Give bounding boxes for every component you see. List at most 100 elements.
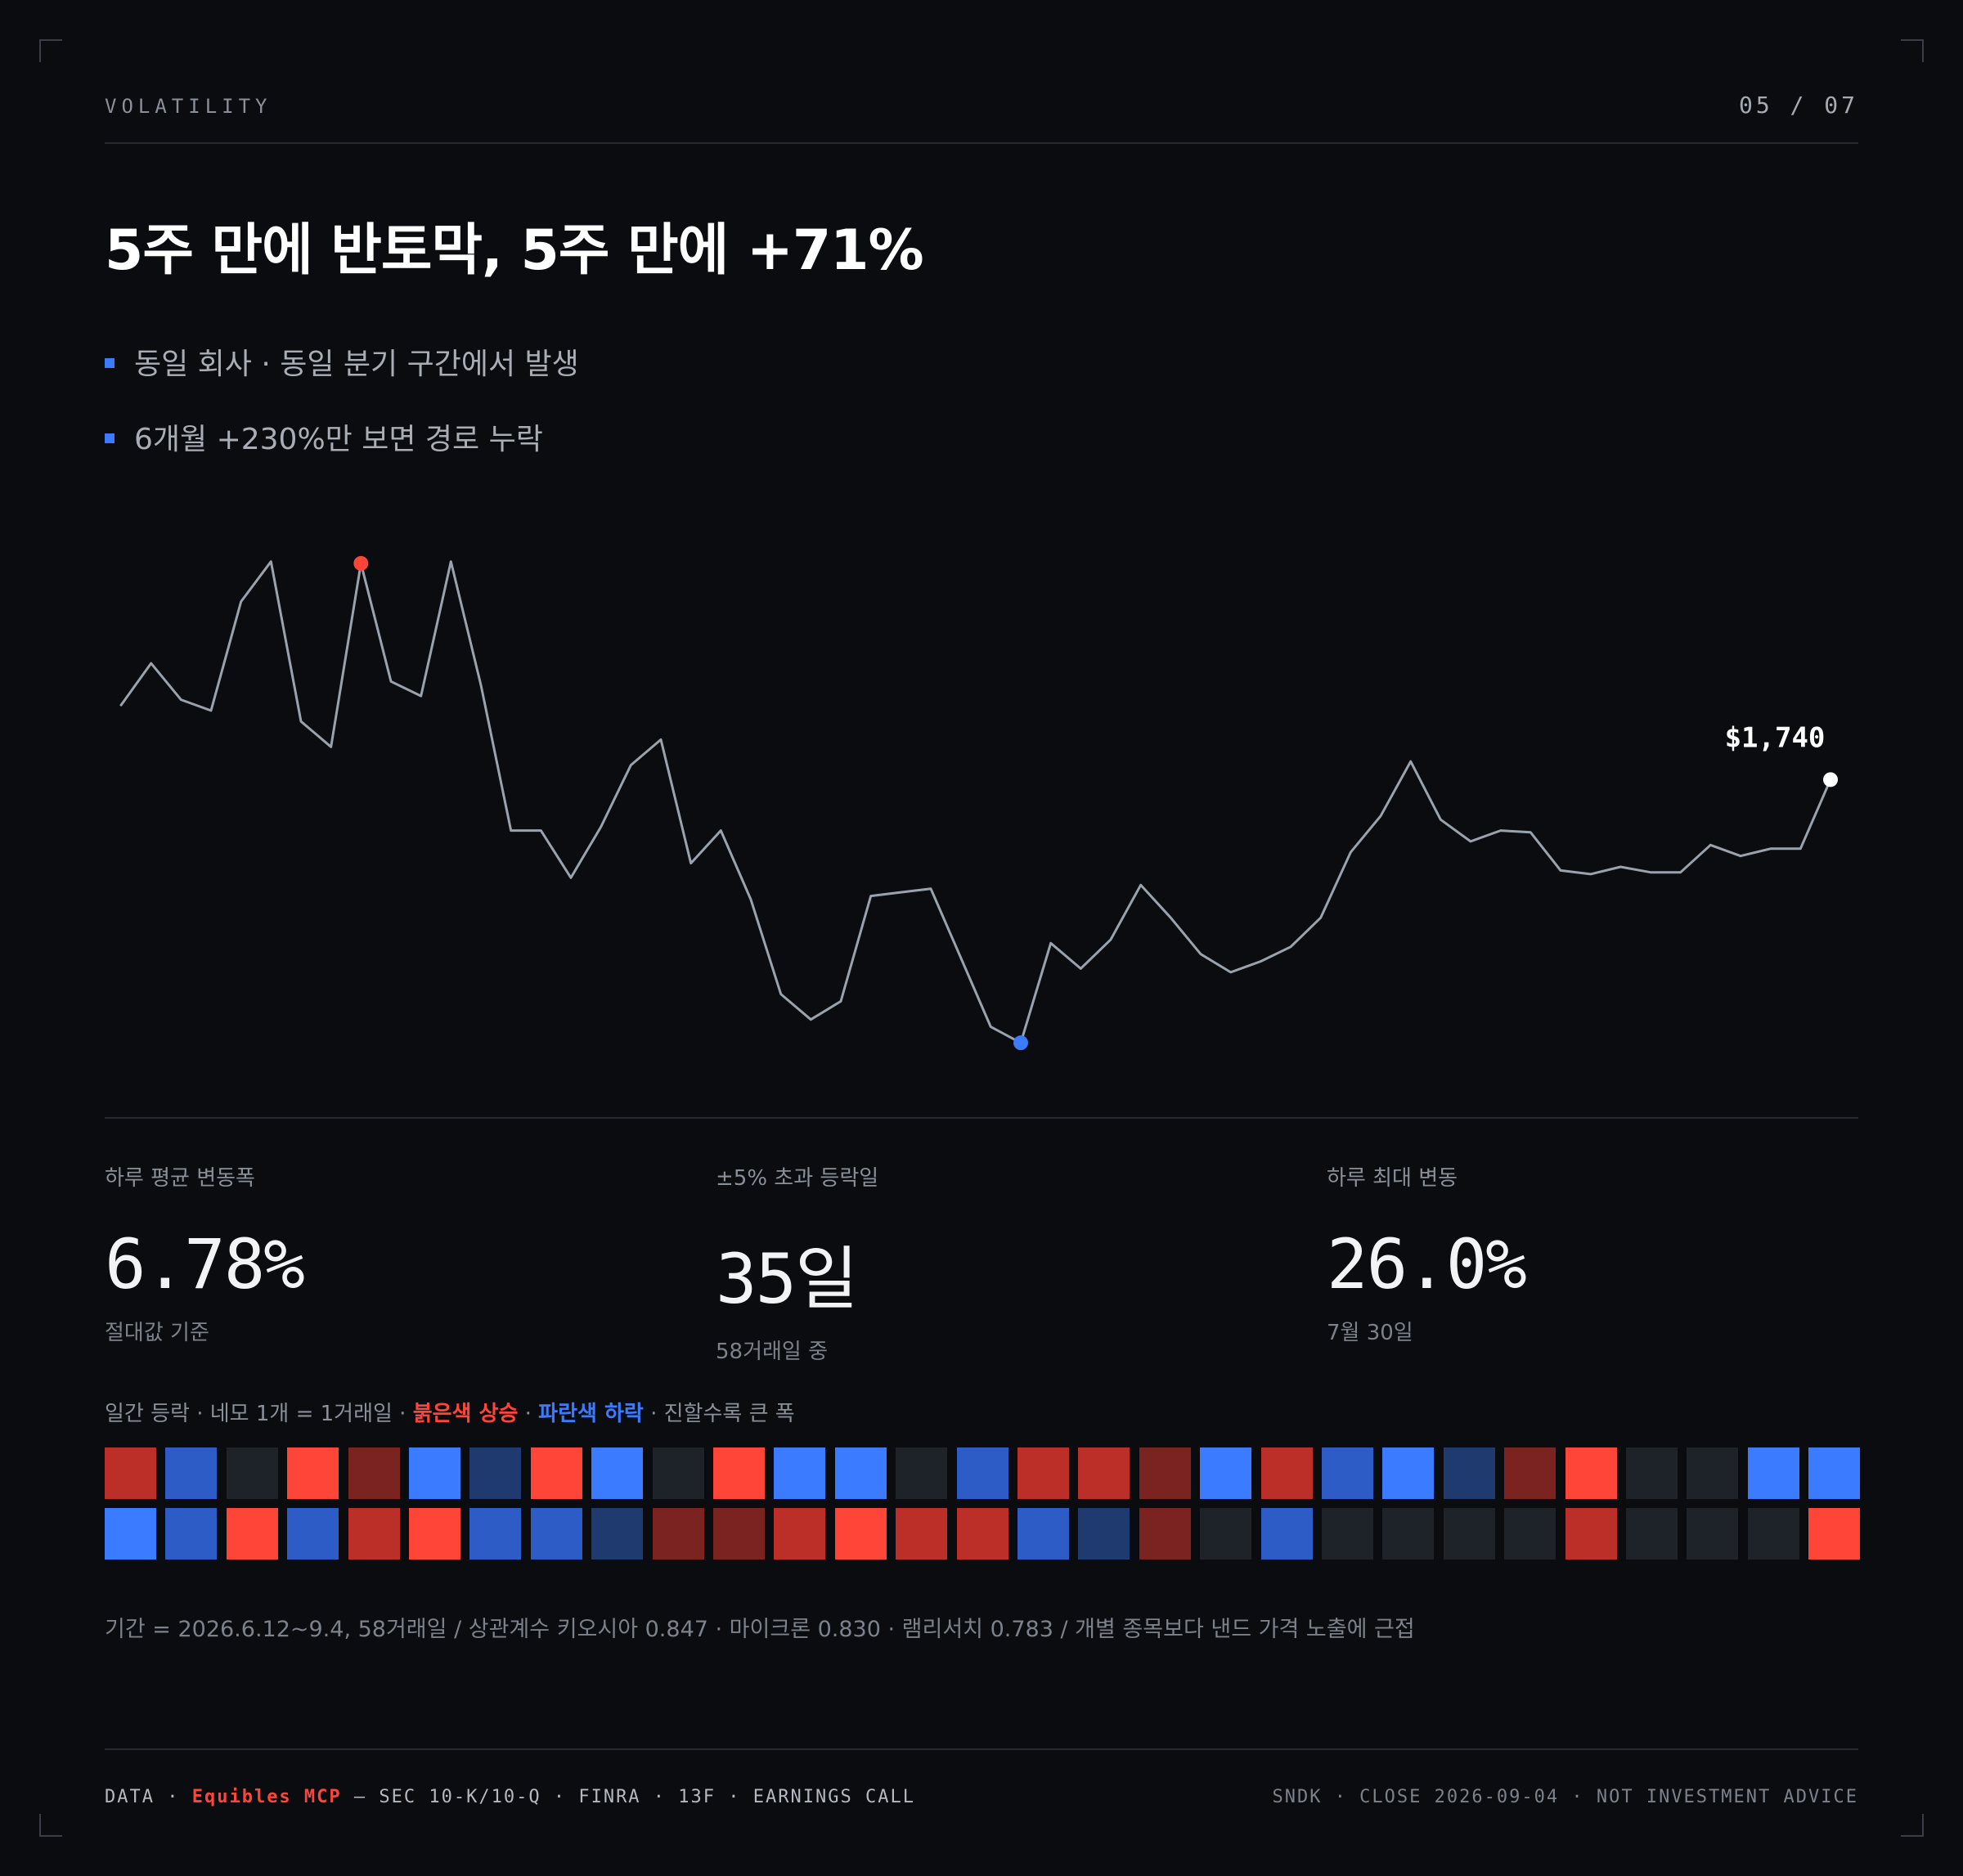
stat-sub: 7월 30일 xyxy=(1327,1321,1413,1345)
day-cell xyxy=(1443,1508,1495,1560)
day-cell xyxy=(105,1508,156,1560)
footer-prefix: DATA · xyxy=(105,1787,192,1807)
day-cell xyxy=(652,1447,704,1499)
footer-brand: Equibles MCP xyxy=(191,1787,342,1807)
bullet-text: 동일 회사 · 동일 분기 구간에서 발생 xyxy=(134,348,579,381)
legend-down: 파란색 하락 xyxy=(538,1402,644,1426)
legend-sep: · xyxy=(518,1402,539,1426)
header-divider xyxy=(105,142,1858,144)
corner-mark-bottom-left xyxy=(39,1814,62,1837)
day-cell xyxy=(1382,1508,1435,1560)
day-cell xyxy=(1260,1447,1313,1499)
bullet-item: 동일 회사 · 동일 분기 구간에서 발생 xyxy=(105,340,579,383)
day-cell xyxy=(713,1508,765,1560)
day-cell xyxy=(1808,1508,1861,1560)
stat-avg-daily-range: 하루 평균 변동폭 6.78% 절대값 기준 xyxy=(105,1161,677,1346)
last-point-marker xyxy=(1823,772,1838,788)
day-cell xyxy=(1626,1447,1678,1499)
legend-prefix: 일간 등락 · 네모 1개 = 1거래일 · xyxy=(105,1402,413,1426)
bullet-text: 6개월 +230%만 보면 경로 누락 xyxy=(134,423,543,456)
stat-max-daily-move: 하루 최대 변동 26.0% 7월 30일 xyxy=(1327,1161,1899,1346)
day-cell xyxy=(1504,1447,1556,1499)
day-cell xyxy=(591,1447,644,1499)
footnote: 기간 = 2026.6.12~9.4, 58거래일 / 상관계수 키오시아 0.… xyxy=(105,1617,1415,1642)
low-point-marker xyxy=(1013,1035,1028,1051)
day-cell xyxy=(1565,1447,1617,1499)
day-cell xyxy=(1139,1508,1191,1560)
day-cell xyxy=(1017,1447,1069,1499)
day-cell xyxy=(713,1447,765,1499)
legend-suffix: · 진할수록 큰 폭 xyxy=(643,1402,795,1426)
day-cell xyxy=(105,1447,156,1499)
stat-label: 하루 최대 변동 xyxy=(1327,1166,1458,1191)
stat-sub: 절대값 기준 xyxy=(105,1321,209,1345)
day-cell xyxy=(1078,1508,1130,1560)
day-cell xyxy=(834,1508,887,1560)
day-cell xyxy=(469,1508,522,1560)
price-series-line xyxy=(119,560,1832,1044)
day-cell xyxy=(1017,1508,1069,1560)
day-cell xyxy=(348,1447,400,1499)
legend-up: 붉은색 상승 xyxy=(412,1402,519,1426)
day-cell xyxy=(1747,1447,1799,1499)
slide: VOLATILITY 05 / 07 5주 만에 반토막, 5주 만에 +71%… xyxy=(105,0,1861,1876)
day-cell xyxy=(1565,1508,1617,1560)
day-cell xyxy=(1808,1447,1861,1499)
day-cell xyxy=(896,1447,948,1499)
day-cell xyxy=(165,1508,218,1560)
day-cell xyxy=(1687,1447,1739,1499)
day-cell xyxy=(1200,1508,1252,1560)
bullet-square-icon xyxy=(105,358,115,368)
day-cell xyxy=(1382,1447,1435,1499)
stat-days-over-5pct: ±5% 초과 등락일 35일 58거래일 중 xyxy=(716,1161,1288,1365)
day-cell xyxy=(287,1447,339,1499)
stat-label: 하루 평균 변동폭 xyxy=(105,1166,255,1191)
day-cell xyxy=(956,1447,1008,1499)
stat-sub: 58거래일 중 xyxy=(716,1340,829,1364)
day-cell xyxy=(591,1508,644,1560)
chart-divider xyxy=(105,1117,1858,1119)
day-cell xyxy=(226,1447,278,1499)
stat-value: 6.78% xyxy=(105,1224,305,1304)
stat-value: 35일 xyxy=(716,1239,858,1319)
bullet-item: 6개월 +230%만 보면 경로 누락 xyxy=(105,415,543,458)
day-cell xyxy=(774,1447,826,1499)
day-cell xyxy=(1504,1508,1556,1560)
day-cell xyxy=(530,1447,582,1499)
day-cell xyxy=(1687,1508,1739,1560)
stat-value: 26.0% xyxy=(1327,1224,1527,1304)
day-cell xyxy=(530,1508,582,1560)
day-cell xyxy=(348,1508,400,1560)
day-cell xyxy=(1260,1508,1313,1560)
slide-title: 5주 만에 반토막, 5주 만에 +71% xyxy=(105,218,924,283)
bullet-square-icon xyxy=(105,433,115,443)
day-cell xyxy=(1139,1447,1191,1499)
day-cell xyxy=(226,1508,278,1560)
day-cell xyxy=(1200,1447,1252,1499)
high-point-marker xyxy=(353,555,369,571)
price-line-chart: 6/25 고점$2,335$1,015.897/29 저점 · -56.5%$1… xyxy=(119,555,1838,1051)
section-label: VOLATILITY xyxy=(105,95,272,118)
footer-sources: — SEC 10-K/10-Q · FINRA · 13F · EARNINGS… xyxy=(341,1787,915,1807)
day-cell xyxy=(1747,1508,1799,1560)
day-cell xyxy=(409,1447,460,1499)
day-cell xyxy=(1443,1447,1495,1499)
day-cell xyxy=(956,1508,1008,1560)
stat-label: ±5% 초과 등락일 xyxy=(716,1166,879,1191)
top-bar: VOLATILITY 05 / 07 xyxy=(105,92,1858,124)
day-cell xyxy=(469,1447,522,1499)
last-value-label: $1,740 xyxy=(1725,721,1826,754)
day-cell xyxy=(165,1447,218,1499)
day-cell xyxy=(1626,1508,1678,1560)
corner-mark-top-left xyxy=(39,39,62,62)
day-cell xyxy=(1322,1447,1373,1499)
footer-source: DATA · Equibles MCP — SEC 10-K/10-Q · FI… xyxy=(105,1787,915,1807)
day-cell xyxy=(287,1508,339,1560)
day-cell xyxy=(1078,1447,1130,1499)
day-cell xyxy=(1322,1508,1373,1560)
corner-mark-top-right xyxy=(1901,39,1924,62)
day-cell xyxy=(896,1508,948,1560)
day-cell xyxy=(409,1508,460,1560)
corner-mark-bottom-right xyxy=(1901,1814,1924,1837)
footer-disclaimer: SNDK · CLOSE 2026-09-04 · NOT INVESTMENT… xyxy=(1272,1787,1858,1807)
